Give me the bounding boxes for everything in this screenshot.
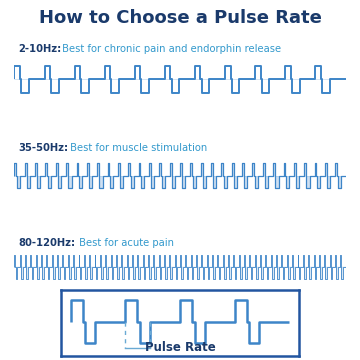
Text: Best for muscle stimulation: Best for muscle stimulation [67, 143, 207, 153]
Text: 80-120Hz:: 80-120Hz: [18, 238, 75, 248]
Text: 2-10Hz:: 2-10Hz: [18, 44, 61, 54]
Text: Best for acute pain: Best for acute pain [76, 238, 174, 248]
Text: Pulse Rate: Pulse Rate [145, 341, 215, 354]
Text: 35-50Hz:: 35-50Hz: [18, 143, 68, 153]
Text: Best for chronic pain and endorphin release: Best for chronic pain and endorphin rele… [59, 44, 282, 54]
Text: How to Choose a Pulse Rate: How to Choose a Pulse Rate [39, 9, 321, 27]
